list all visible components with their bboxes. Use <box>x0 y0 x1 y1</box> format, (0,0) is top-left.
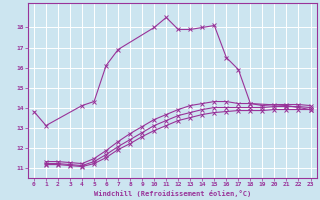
X-axis label: Windchill (Refroidissement éolien,°C): Windchill (Refroidissement éolien,°C) <box>94 190 251 197</box>
